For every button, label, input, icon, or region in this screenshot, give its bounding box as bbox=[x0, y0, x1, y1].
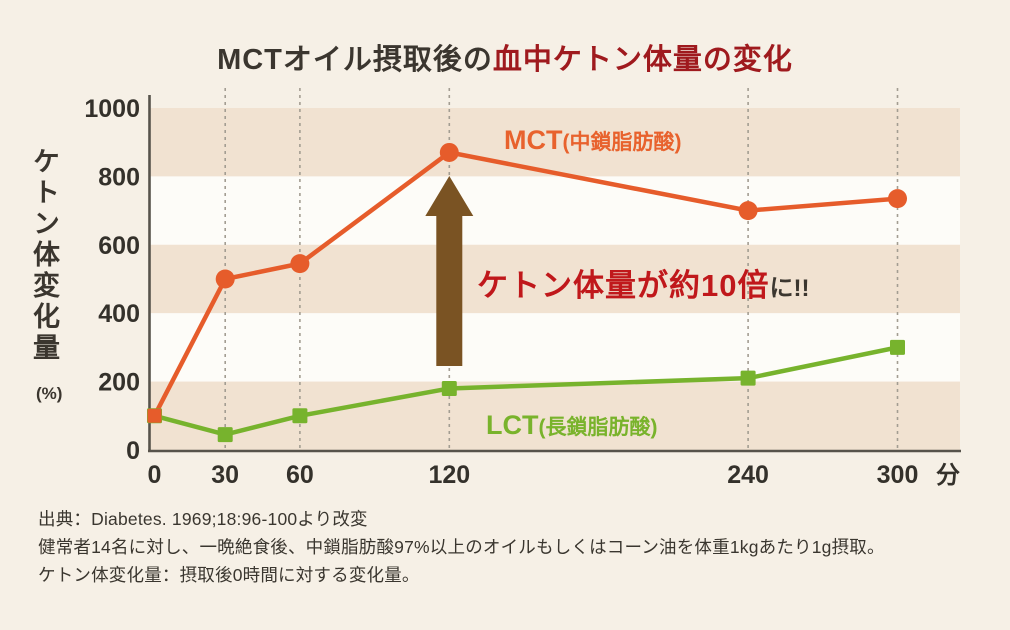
x-tick-label: 120 bbox=[428, 461, 470, 489]
tenfold-increase-arrow bbox=[425, 176, 474, 366]
mct-line bbox=[152, 150, 898, 417]
chart-title-highlight: 血中ケトン体量の変化 bbox=[492, 44, 793, 76]
y-tick-label: 400 bbox=[98, 300, 140, 328]
lct-data-point bbox=[292, 408, 308, 424]
x-tick-label: 240 bbox=[727, 461, 769, 489]
chart-title: MCTオイル摂取後の血中ケトン体量の変化 bbox=[0, 36, 1010, 78]
mct-data-point bbox=[888, 189, 907, 209]
tenfold-annotation: ケトン体量が約10倍 に!! bbox=[477, 260, 809, 305]
x-tick-label: 300 bbox=[877, 461, 919, 489]
mct-data-point bbox=[738, 201, 758, 221]
background-band bbox=[150, 244, 960, 314]
mct-series-desc: (中鎖脂肪酸) bbox=[562, 131, 682, 154]
source-note-line: 出典：Diabetes. 1969;18:96-100より改変 bbox=[38, 509, 368, 529]
tenfold-annotation-highlight: ケトン体量が約10倍 bbox=[477, 268, 770, 303]
y-tick-label: 1000 bbox=[84, 95, 140, 123]
lct-data-point bbox=[740, 370, 756, 386]
lct-series-name: LCT bbox=[486, 410, 539, 440]
background-band bbox=[150, 176, 960, 245]
background-band bbox=[150, 313, 960, 382]
y-tick-label: 600 bbox=[98, 232, 140, 260]
lct-data-point bbox=[441, 380, 457, 396]
y-tick-label: 0 bbox=[126, 437, 140, 465]
x-axis-unit-label: 分 bbox=[936, 462, 960, 489]
mct-data-point bbox=[439, 142, 459, 162]
chart-title-prefix: MCTオイル摂取後の bbox=[217, 44, 493, 76]
y-axis-unit: (%) bbox=[36, 384, 63, 403]
source-note-line: ケトン体変化量：摂取後0時間に対する変化量。 bbox=[38, 565, 420, 585]
mct-series-label: MCT(中鎖脂肪酸) bbox=[504, 125, 681, 156]
lct-data-point bbox=[890, 339, 905, 355]
x-tick-label: 0 bbox=[148, 461, 162, 489]
source-notes: 出典：Diabetes. 1969;18:96-100より改変 健常者14名に対… bbox=[38, 505, 885, 589]
source-note-line: 健常者14名に対し、一晩絶食後、中鎖脂肪酸97%以上のオイルもしくはコーン油を体… bbox=[38, 537, 885, 557]
y-tick-label: 200 bbox=[98, 369, 140, 397]
background-band bbox=[150, 108, 960, 177]
lct-line bbox=[153, 345, 898, 437]
mct-data-point bbox=[215, 269, 235, 289]
y-axis-title: ケトン体変化量 bbox=[29, 147, 59, 364]
background-band bbox=[150, 381, 960, 450]
x-tick-label: 60 bbox=[286, 461, 314, 489]
lct-series-desc: (長鎖脂肪酸) bbox=[538, 416, 658, 439]
lct-series-label: LCT(長鎖脂肪酸) bbox=[486, 410, 657, 441]
lct-data-point bbox=[217, 427, 233, 443]
mct-data-point bbox=[147, 408, 162, 423]
tenfold-annotation-suffix: に!! bbox=[769, 275, 810, 302]
y-tick-label: 800 bbox=[98, 163, 140, 191]
mct-data-point bbox=[290, 254, 310, 274]
mct-series-name: MCT bbox=[504, 125, 563, 155]
x-tick-label: 30 bbox=[211, 461, 239, 489]
